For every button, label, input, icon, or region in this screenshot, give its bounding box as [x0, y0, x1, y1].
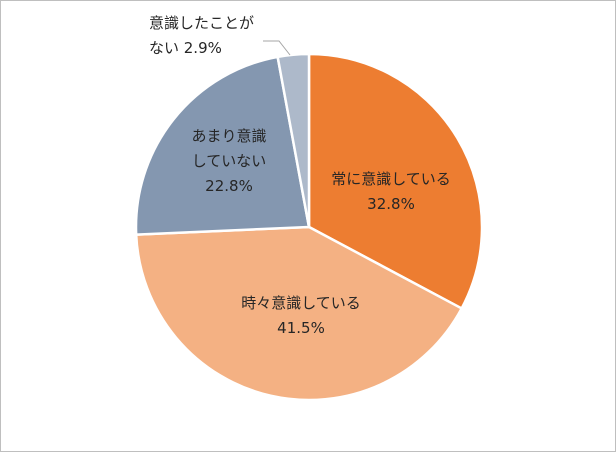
- value-label: 22.8%: [205, 177, 253, 195]
- value-label: 32.8%: [367, 195, 415, 213]
- slice-sometimes: [134, 225, 463, 402]
- label-line: 意識したことが: [149, 14, 254, 32]
- slice-never-label: 意識したことがない 2.9%: [149, 14, 254, 57]
- slice-never: [276, 52, 311, 229]
- label-line: ない 2.9%: [149, 39, 222, 57]
- label-line: 常に意識している: [331, 170, 451, 188]
- label-line: あまり意識: [191, 127, 266, 145]
- slice-always: [307, 52, 484, 310]
- label-line: 時々意識している: [241, 294, 361, 312]
- pie-labels: 常に意識している 32.8% 時々意識している 41.5% あまり意識していない 22.8…: [149, 14, 451, 337]
- slice-sometimes-label: 時々意識している 41.5%: [241, 294, 361, 337]
- label-line: していない: [192, 152, 267, 170]
- slice-rarely: [134, 55, 311, 236]
- small-slice-leader-line: [263, 40, 291, 56]
- slice-rarely-label: あまり意識していない 22.8%: [191, 127, 266, 195]
- pie-slices: [134, 52, 484, 402]
- slice-always-label: 常に意識している 32.8%: [331, 170, 451, 213]
- value-label: 41.5%: [277, 319, 325, 337]
